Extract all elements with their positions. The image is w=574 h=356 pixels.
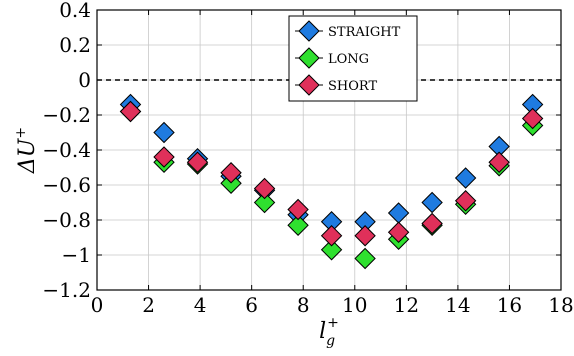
y-tick-label: −0.2 (42, 103, 91, 127)
data-point-straight (421, 191, 443, 214)
y-tick-label: −1.2 (42, 278, 91, 302)
y-tick-label: −0.6 (42, 173, 91, 197)
data-point-short (220, 162, 242, 184)
y-axis-label: ΔU+ (13, 127, 40, 174)
x-tick-label: 2 (142, 293, 155, 317)
x-tick-label: 0 (91, 293, 104, 317)
legend-marker (298, 47, 320, 69)
x-tick-label: 12 (394, 293, 419, 317)
legend-marker (298, 20, 320, 42)
x-tick-label: 14 (445, 293, 470, 317)
data-point-short (421, 212, 443, 235)
data-points (119, 93, 544, 270)
plot-frame (96, 9, 562, 291)
data-point-short (488, 151, 510, 173)
x-tick-label: 10 (342, 293, 367, 317)
data-point-long (354, 247, 376, 270)
y-tick-label: −0.4 (42, 138, 91, 162)
x-tick-label: 6 (245, 293, 258, 317)
y-tick-label: 0.2 (59, 33, 91, 57)
axis-ticks: 0 2 4 6 8 10 12 14 16 18 −1.2 −1 −0.8 −0.6 −0.4 −0.2 0 0.… (42, 0, 573, 317)
legend-marker (298, 74, 320, 96)
x-axis-label-sub: g (326, 333, 335, 349)
y-axis-label-sup: + (13, 127, 29, 139)
data-point-short (186, 151, 209, 173)
data-point-short (387, 221, 410, 243)
legend-item-long: LONG (295, 47, 369, 69)
data-point-straight (454, 167, 477, 189)
y-tick-label: 0 (78, 68, 91, 92)
data-point-short (119, 100, 142, 123)
data-point-short (153, 146, 175, 168)
data-point-long (287, 214, 309, 236)
data-point-long (320, 239, 343, 261)
x-axis-label-sup: + (327, 315, 339, 331)
y-tick-label: 0.4 (59, 0, 91, 22)
legend-label: SHORT (328, 79, 377, 94)
data-point-short (320, 225, 343, 247)
x-axis-label-main: l (319, 319, 326, 344)
x-tick-label: 18 (548, 293, 573, 317)
y-axis-label-main: ΔU (15, 137, 40, 174)
y-tick-label: −1 (62, 243, 91, 267)
data-point-short (354, 225, 376, 247)
series-short (119, 100, 544, 247)
legend-label: STRAIGHT (328, 25, 401, 40)
x-tick-label: 4 (194, 293, 207, 317)
data-point-short (253, 177, 276, 200)
y-tick-label: −0.8 (42, 208, 91, 232)
legend-label: LONG (328, 52, 369, 67)
data-point-short (454, 190, 477, 212)
x-tick-label: 16 (497, 293, 522, 317)
data-point-straight (153, 121, 175, 144)
data-point-short (287, 198, 309, 221)
data-point-short (521, 107, 544, 130)
x-axis-label: lg + (319, 315, 339, 349)
x-tick-label: 8 (297, 293, 310, 317)
data-point-long (253, 191, 276, 214)
legend-item-short: SHORT (295, 74, 377, 96)
legend: STRAIGHT LONG SHORT (288, 15, 418, 102)
legend-item-straight: STRAIGHT (295, 20, 401, 42)
